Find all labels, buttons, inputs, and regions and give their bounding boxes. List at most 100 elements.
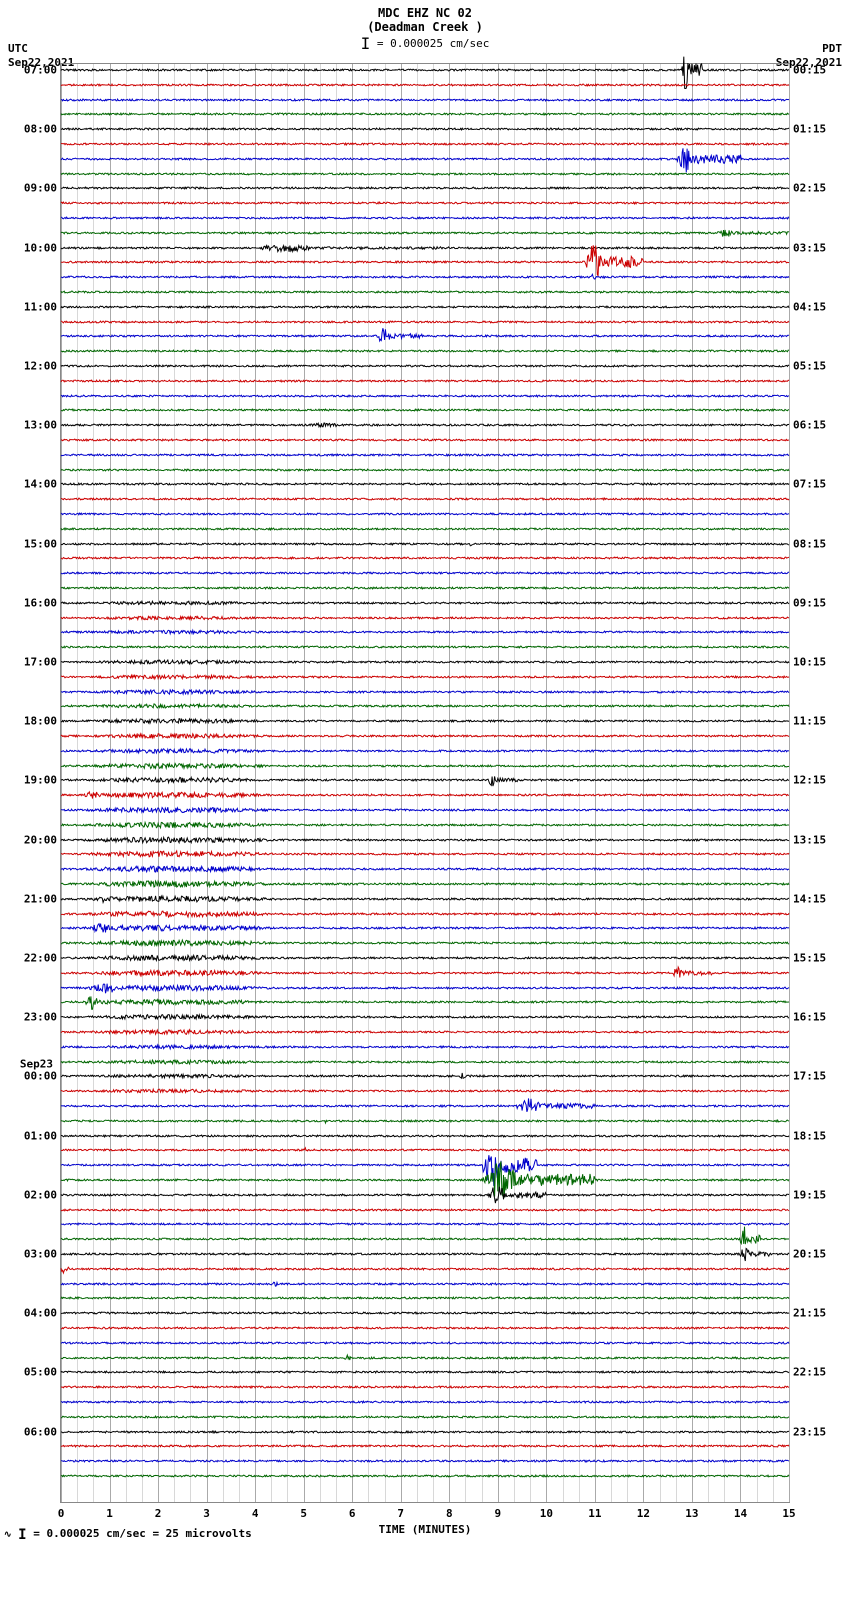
seismic-trace (61, 484, 789, 544)
gridline-minor (239, 64, 240, 1502)
right-time-label: 12:15 (793, 774, 839, 787)
gridline-major (110, 64, 111, 1502)
seismic-trace (61, 158, 789, 218)
left-time-label: 08:00 (11, 123, 57, 136)
seismic-trace (61, 1298, 789, 1358)
seismic-trace (61, 810, 789, 870)
gridline-minor (563, 64, 564, 1502)
seismic-trace (61, 706, 789, 766)
gridline-major (255, 64, 256, 1502)
x-tick-label: 6 (349, 1507, 356, 1520)
seismic-trace (61, 425, 789, 485)
seismic-trace (61, 1209, 789, 1269)
seismic-trace (61, 440, 789, 500)
seismic-trace (61, 366, 789, 426)
right-time-label: 23:15 (793, 1425, 839, 1438)
x-tick-label: 4 (252, 1507, 259, 1520)
seismic-trace (61, 144, 789, 204)
gridline-major (449, 64, 450, 1502)
gridline-minor (223, 64, 224, 1502)
left-time-label: 17:00 (11, 656, 57, 669)
seismic-trace (61, 247, 789, 307)
seismic-trace (61, 277, 789, 337)
seismic-trace (61, 203, 789, 263)
x-tick-label: 5 (300, 1507, 307, 1520)
gridline-major (158, 64, 159, 1502)
left-time-label: 22:00 (11, 952, 57, 965)
gridline-major (401, 64, 402, 1502)
seismic-trace (61, 943, 789, 1003)
right-time-label: 00:15 (793, 64, 839, 77)
x-tick-label: 10 (540, 1507, 553, 1520)
footer-scale-note: ∿ I = 0.000025 cm/sec = 25 microvolts (4, 1527, 252, 1543)
right-time-label: 16:15 (793, 1011, 839, 1024)
right-time-label: 11:15 (793, 715, 839, 728)
seismic-trace (61, 1150, 789, 1210)
seismic-trace (61, 573, 789, 633)
seismic-trace (61, 632, 789, 692)
seismic-trace (61, 410, 789, 470)
left-time-label: 01:00 (11, 1129, 57, 1142)
left-time-label: 02:00 (11, 1188, 57, 1201)
gridline-major (740, 64, 741, 1502)
gridline-minor (724, 64, 725, 1502)
seismic-trace (61, 1076, 789, 1136)
gridline-major (61, 64, 62, 1502)
seismic-trace (61, 84, 789, 144)
right-time-label: 07:15 (793, 478, 839, 491)
gridline-minor (93, 64, 94, 1502)
seismic-trace (61, 1402, 789, 1462)
seismic-trace (61, 1002, 789, 1062)
gridline-major (498, 64, 499, 1502)
gridline-major (789, 64, 790, 1502)
seismic-trace (61, 662, 789, 722)
x-tick-label: 14 (734, 1507, 747, 1520)
seismic-trace (61, 750, 789, 810)
gridline-minor (336, 64, 337, 1502)
seismic-trace (61, 602, 789, 662)
left-time-label: 14:00 (11, 478, 57, 491)
plot-wrap: TIME (MINUTES) 012345678910111213141507:… (0, 63, 850, 1543)
gridline-minor (611, 64, 612, 1502)
seismic-trace (61, 469, 789, 529)
left-time-label: 00:00 (11, 1070, 57, 1083)
seismic-trace (61, 1017, 789, 1077)
left-time-label: 18:00 (11, 715, 57, 728)
left-date-rollover: Sep23 (7, 1058, 53, 1071)
left-time-label: 03:00 (11, 1248, 57, 1261)
seismic-trace (61, 869, 789, 929)
gridline-major (546, 64, 547, 1502)
gridline-minor (77, 64, 78, 1502)
seismic-trace (61, 558, 789, 618)
seismic-trace (61, 1061, 789, 1121)
seismic-trace (61, 1387, 789, 1447)
x-tick-label: 3 (203, 1507, 210, 1520)
right-time-label: 03:15 (793, 241, 839, 254)
seismic-trace (61, 884, 789, 944)
right-time-label: 13:15 (793, 833, 839, 846)
seismic-trace (61, 1357, 789, 1417)
seismic-trace (61, 1446, 789, 1506)
seismic-trace (61, 765, 789, 825)
footer-scale-text: = 0.000025 cm/sec = 25 microvolts (33, 1527, 252, 1540)
seismic-trace (61, 839, 789, 899)
right-time-label: 04:15 (793, 300, 839, 313)
right-time-label: 20:15 (793, 1248, 839, 1261)
seismic-trace (61, 691, 789, 751)
seismic-trace (61, 129, 789, 189)
right-time-label: 10:15 (793, 656, 839, 669)
left-time-label: 15:00 (11, 537, 57, 550)
gridline-major (352, 64, 353, 1502)
seismic-trace (61, 395, 789, 455)
seismic-trace (61, 1268, 789, 1328)
gridline-minor (433, 64, 434, 1502)
x-tick-label: 8 (446, 1507, 453, 1520)
timezone-right: PDT (822, 42, 842, 55)
seismic-trace (61, 55, 789, 115)
gridline-minor (368, 64, 369, 1502)
right-time-label: 08:15 (793, 537, 839, 550)
right-time-label: 17:15 (793, 1070, 839, 1083)
seismic-trace (61, 454, 789, 514)
gridline-minor (271, 64, 272, 1502)
seismic-trace (61, 321, 789, 381)
